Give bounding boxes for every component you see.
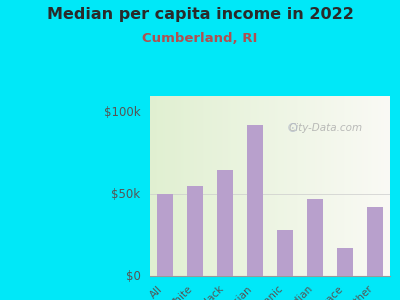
Text: $50k: $50k <box>111 188 140 201</box>
Text: Median per capita income in 2022: Median per capita income in 2022 <box>46 8 354 22</box>
Bar <box>187 186 203 276</box>
Text: City-Data.com: City-Data.com <box>288 123 362 134</box>
Text: $100k: $100k <box>104 106 140 119</box>
Bar <box>217 169 233 276</box>
Bar <box>157 194 173 276</box>
Text: Cumberland, RI: Cumberland, RI <box>142 32 258 44</box>
Text: $0: $0 <box>126 269 140 283</box>
Text: ⊙: ⊙ <box>287 122 299 135</box>
Bar <box>307 199 323 276</box>
Bar <box>367 207 383 276</box>
Bar <box>277 230 293 276</box>
Bar <box>337 248 353 276</box>
Bar <box>247 125 263 276</box>
